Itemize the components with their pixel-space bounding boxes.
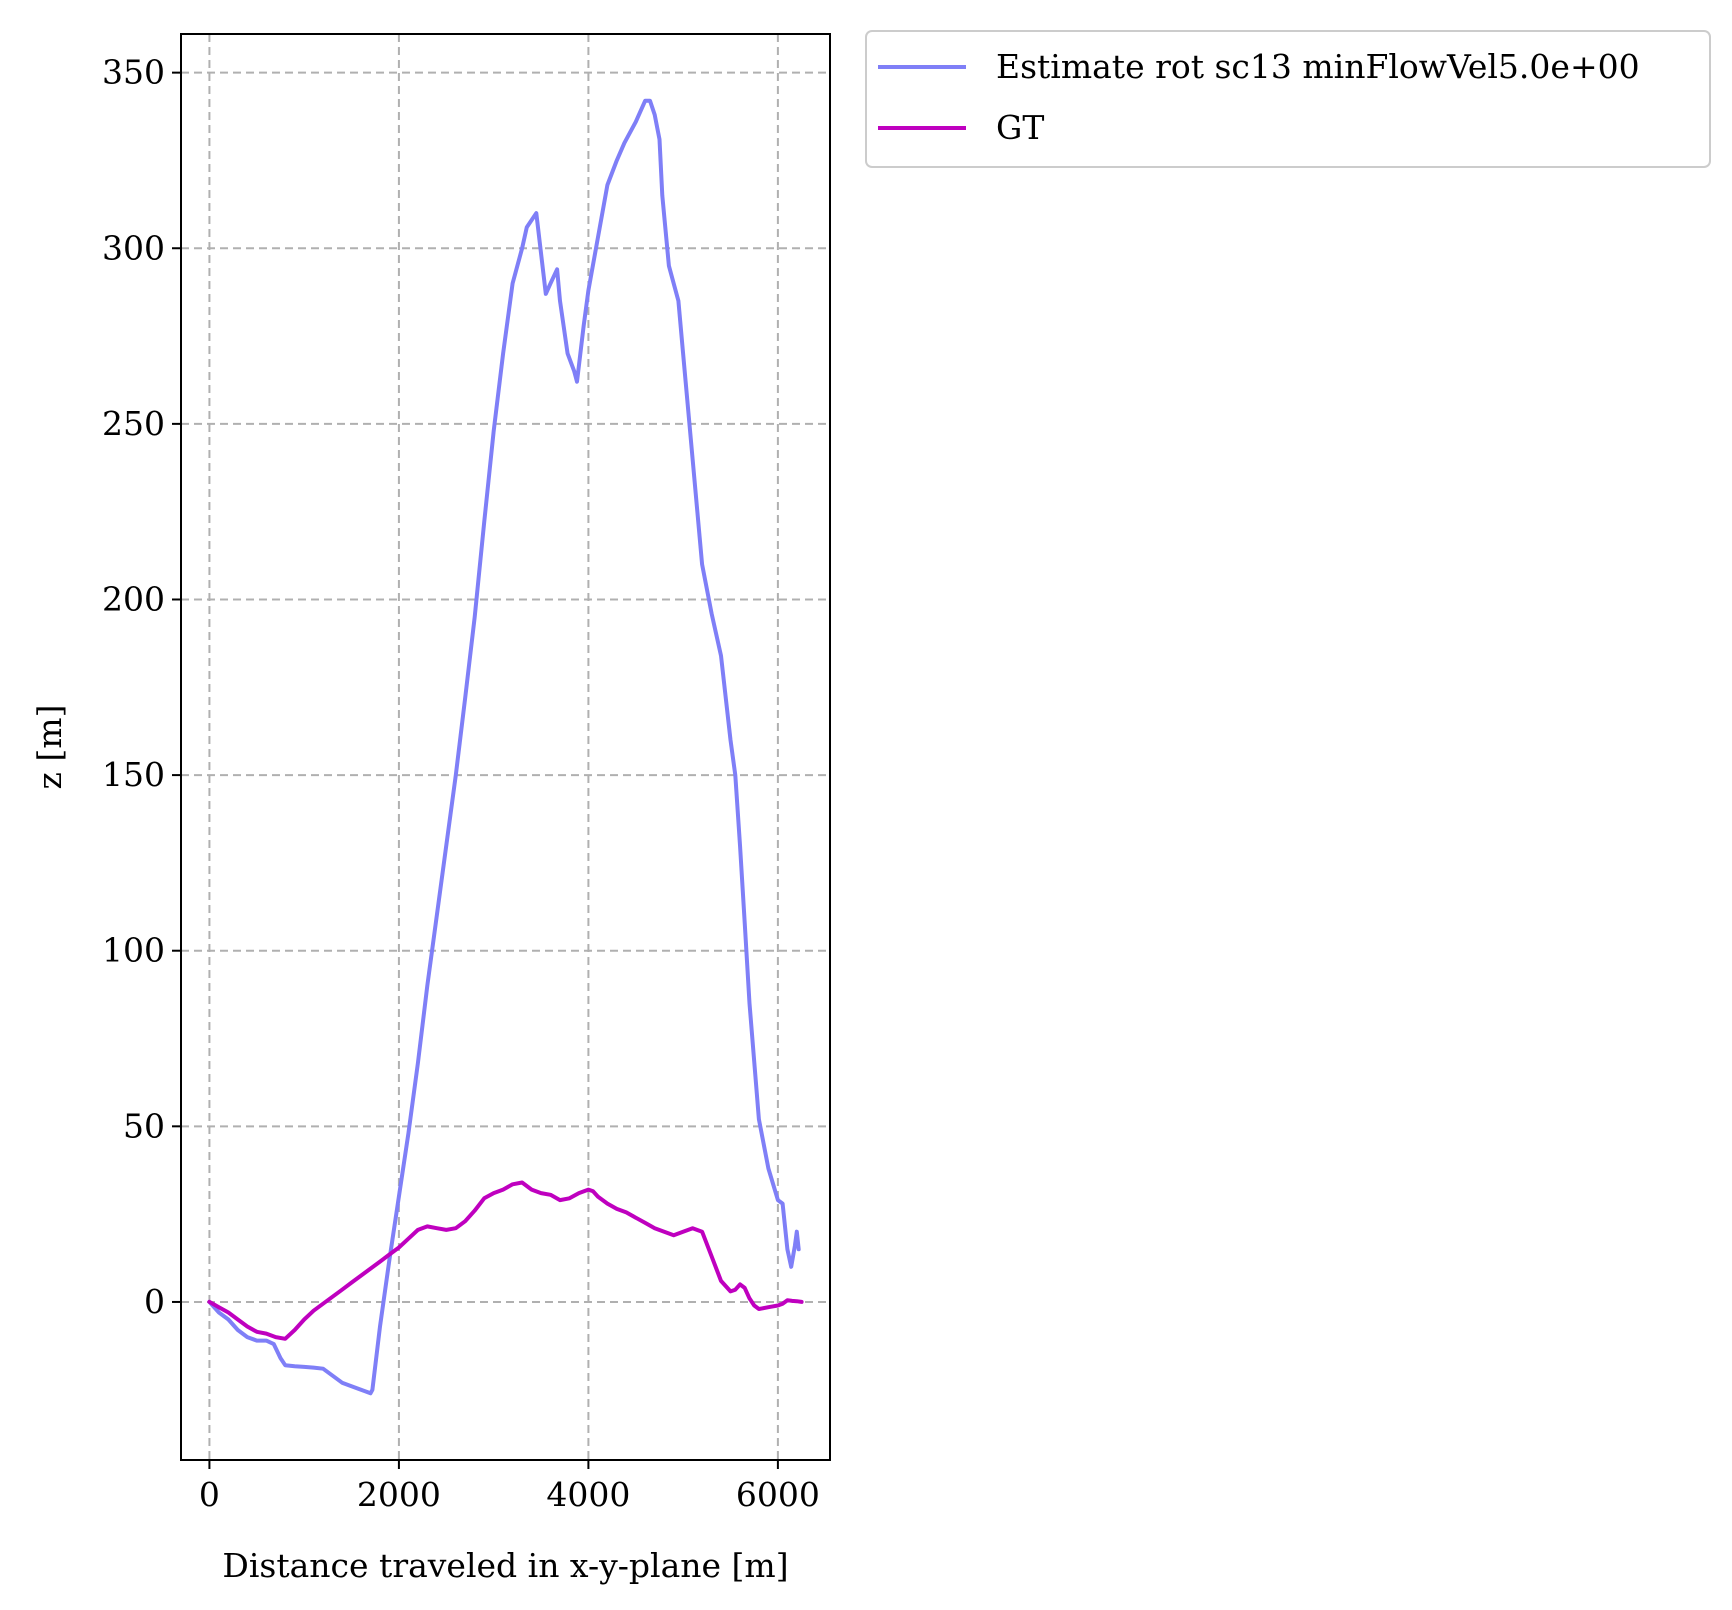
x-tick-label: 4000 — [546, 1475, 630, 1514]
y-tick-label: 250 — [102, 404, 165, 443]
y-tick-label: 350 — [102, 53, 165, 92]
y-tick-label: 200 — [102, 579, 165, 618]
y-tick-label: 50 — [123, 1106, 165, 1145]
legend-label-gt: GT — [996, 108, 1044, 147]
legend-label-estimate: Estimate rot sc13 minFlowVel5.0e+00 — [996, 47, 1640, 86]
y-tick-label: 100 — [102, 931, 165, 970]
grid-lines — [181, 34, 830, 1460]
y-tick-label: 0 — [144, 1282, 165, 1321]
y-tick-label: 300 — [102, 228, 165, 267]
axis-ticks: 0 2000 4000 6000 0 50 100 150 200 250 300 350 — [102, 53, 820, 1514]
x-tick-label: 6000 — [736, 1475, 820, 1514]
y-axis-label: z [m] — [30, 705, 69, 790]
series-line-estimate — [207, 98, 801, 1396]
series-layer — [207, 98, 804, 1396]
legend-box — [865, 30, 1711, 168]
plot-area-frame — [180, 33, 831, 1461]
x-tick-label: 2000 — [357, 1475, 441, 1514]
series-line-gt — [207, 1180, 804, 1341]
x-tick-label: 0 — [199, 1475, 220, 1514]
y-tick-label: 150 — [102, 755, 165, 794]
x-axis-label: Distance traveled in x-y-plane [m] — [222, 1546, 788, 1585]
legend: Estimate rot sc13 minFlowVel5.0e+00 GT — [865, 30, 1711, 168]
